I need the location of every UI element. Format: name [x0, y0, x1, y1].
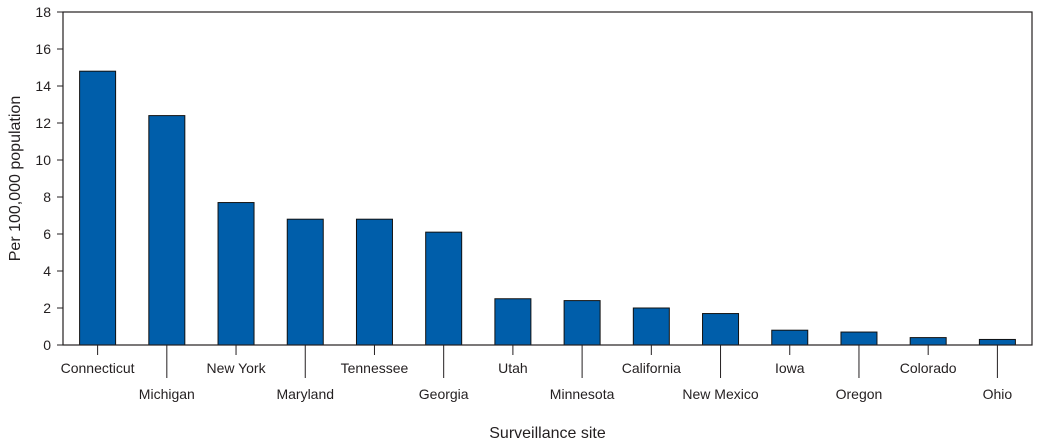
y-tick-label: 2 — [43, 300, 51, 316]
x-tick-label: New Mexico — [682, 386, 758, 402]
x-tick-label: Maryland — [276, 386, 334, 402]
bar-ohio — [978, 338, 1016, 346]
x-tick-label: Minnesota — [550, 386, 615, 402]
y-axis: 0 2 4 6 8 10 12 14 16 18 — [35, 4, 63, 353]
bar-tennessee — [355, 218, 393, 346]
bar-georgia — [425, 231, 463, 346]
x-tick-label: Iowa — [775, 360, 805, 376]
bar-maryland — [286, 218, 324, 346]
bar-new-york — [217, 202, 255, 346]
y-axis-title: Per 100,000 population — [7, 96, 24, 261]
x-axis-title: Surveillance site — [489, 425, 606, 441]
plot-frame — [62, 11, 1033, 346]
bars — [79, 70, 1016, 346]
x-tick-label: Tennessee — [341, 360, 409, 376]
x-tick-label: Colorado — [900, 360, 957, 376]
y-tick-label: 0 — [43, 337, 51, 353]
y-tick-label: 10 — [35, 152, 51, 168]
bar-oregon — [840, 331, 878, 346]
bar-iowa — [771, 329, 809, 346]
bar-new-mexico — [702, 313, 740, 346]
bar-minnesota — [563, 300, 601, 346]
bar-michigan — [148, 115, 186, 346]
x-tick-label: Georgia — [419, 386, 469, 402]
x-tick-label: New York — [206, 360, 266, 376]
x-tick-label: Utah — [498, 360, 528, 376]
y-tick-label: 8 — [43, 189, 51, 205]
y-tick-label: 16 — [35, 41, 51, 57]
y-tick-label: 4 — [43, 263, 51, 279]
bar-california — [632, 307, 670, 346]
x-tick-label: Michigan — [139, 386, 195, 402]
bar-utah — [494, 298, 532, 346]
bar-colorado — [909, 337, 947, 346]
x-tick-label: California — [622, 360, 681, 376]
x-tick-label: Connecticut — [61, 360, 135, 376]
x-tick-label: Oregon — [836, 386, 883, 402]
bar-connecticut — [79, 70, 117, 346]
x-tick-label: Ohio — [983, 386, 1013, 402]
y-tick-label: 14 — [35, 78, 51, 94]
y-tick-label: 18 — [35, 4, 51, 20]
y-tick-label: 6 — [43, 226, 51, 242]
y-tick-label: 12 — [35, 115, 51, 131]
